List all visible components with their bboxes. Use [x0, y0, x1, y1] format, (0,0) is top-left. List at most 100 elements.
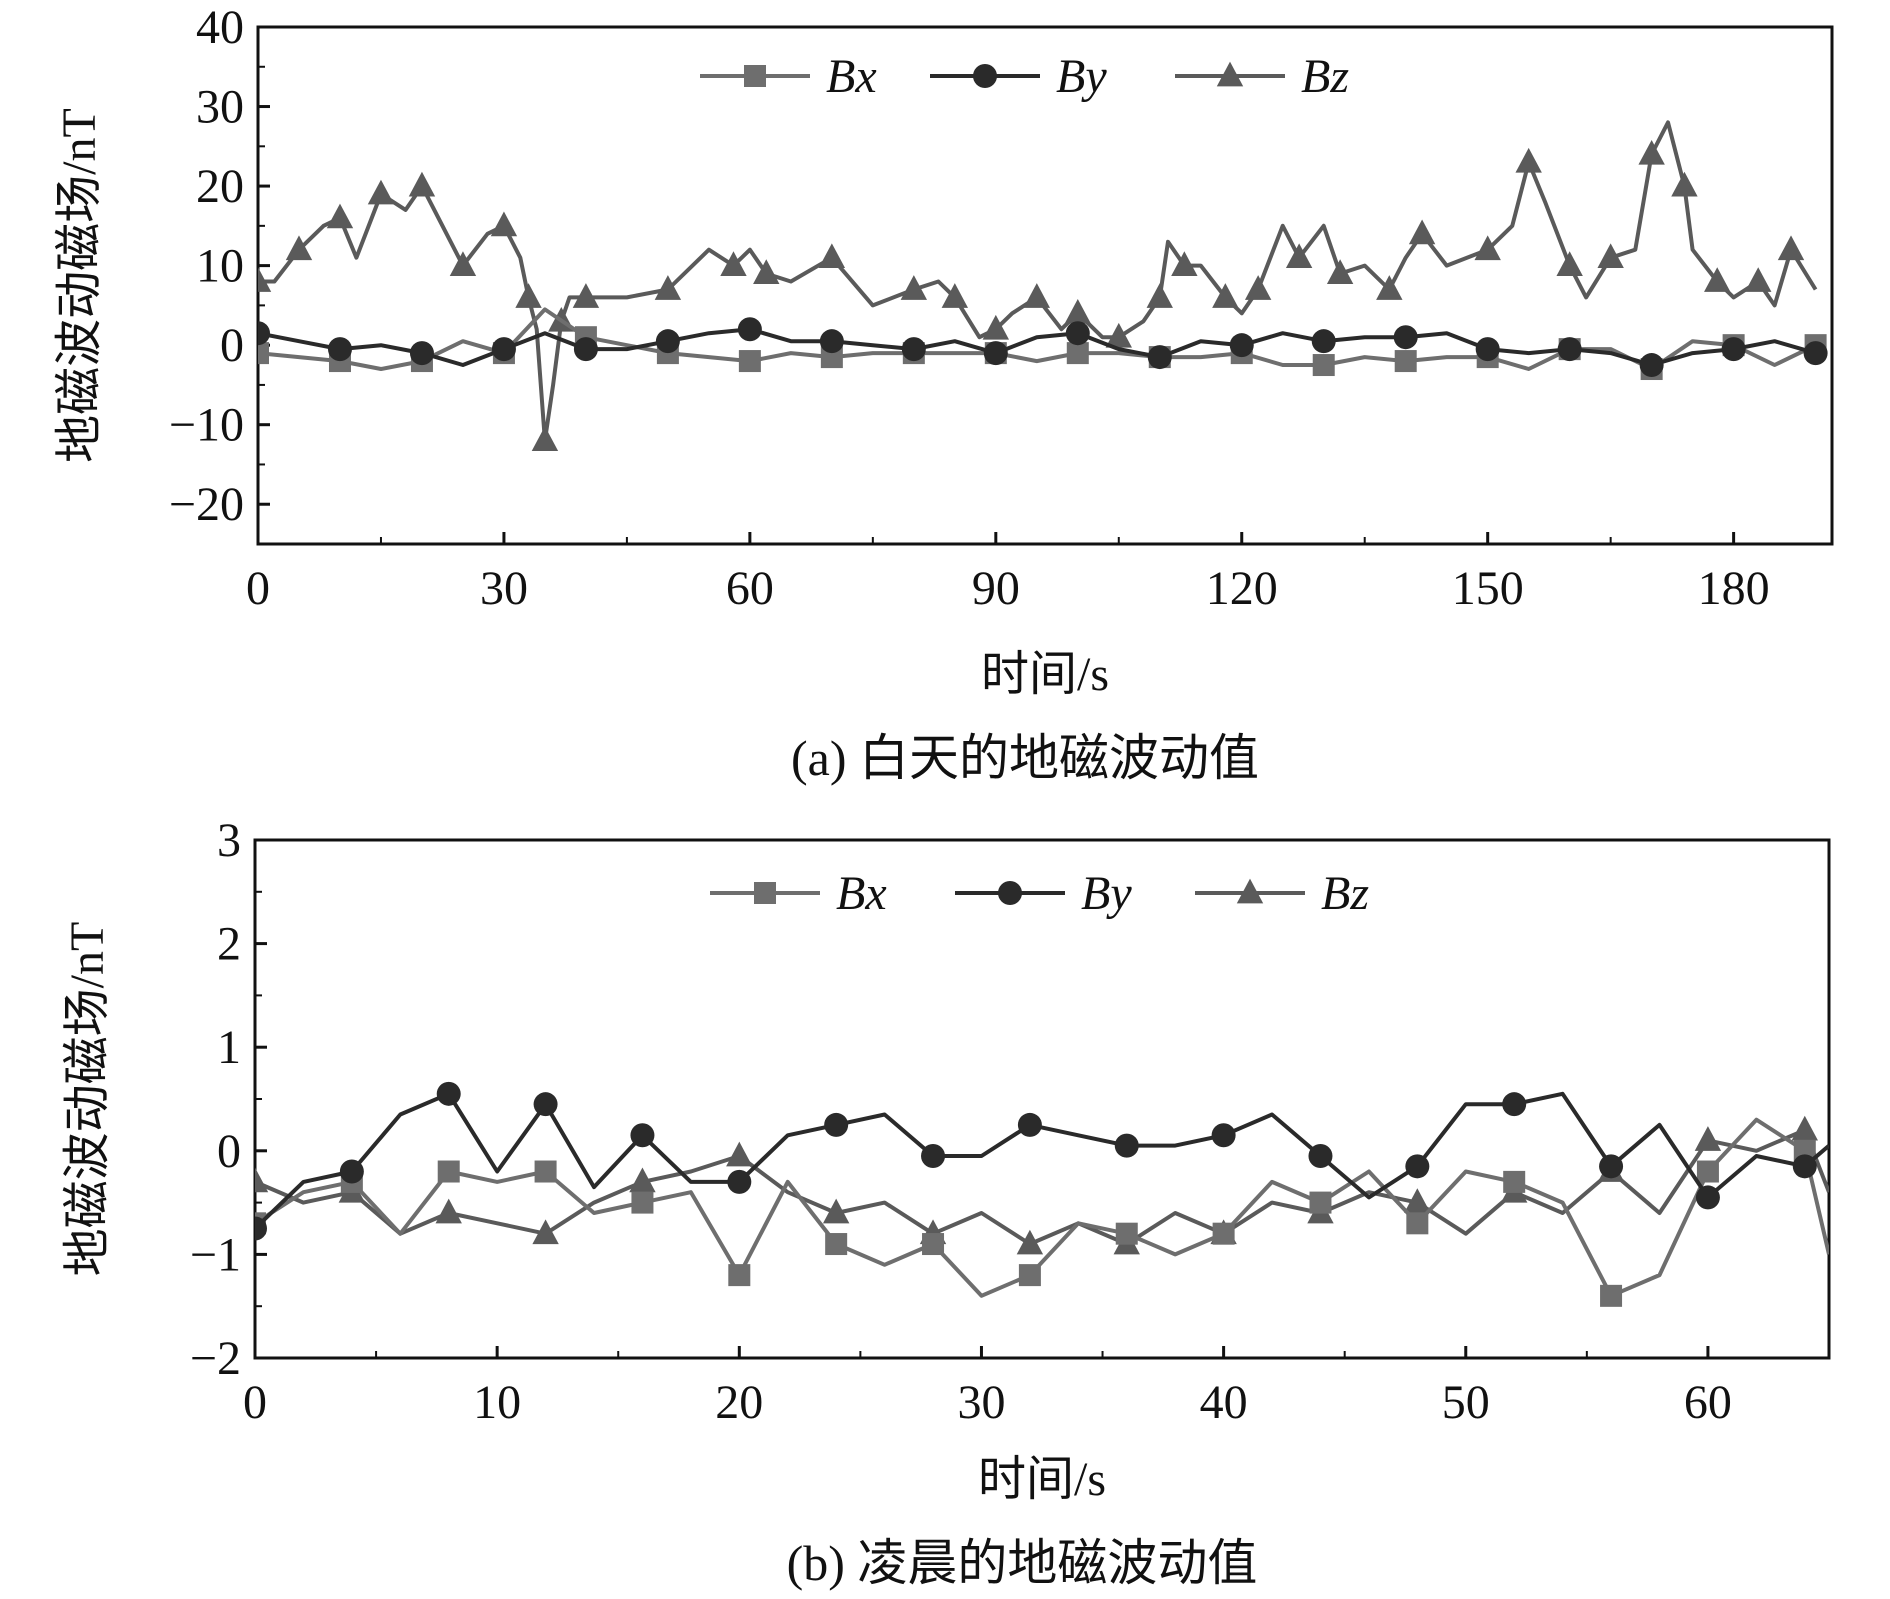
data-point-bz — [1146, 283, 1173, 308]
data-point-bz — [408, 171, 436, 197]
data-point-bz — [326, 203, 354, 229]
plot-area — [255, 1081, 1829, 1307]
data-point-bx — [1212, 1222, 1235, 1245]
data-point-by — [1017, 1112, 1042, 1137]
data-point-bx — [728, 1264, 751, 1287]
data-point-bx — [1696, 1160, 1719, 1183]
data-point-bz — [1777, 235, 1805, 261]
plot-area — [258, 120, 1828, 451]
data-point-by — [533, 1092, 558, 1117]
legend-label-bx: Bx — [836, 867, 887, 920]
data-point-bz — [1694, 1126, 1722, 1151]
y-tick-label: −1 — [190, 1228, 241, 1281]
data-point-by — [1695, 1185, 1720, 1210]
x-tick-label: 30 — [480, 562, 528, 615]
data-point-bz — [941, 283, 969, 308]
x-tick-label: 20 — [715, 1376, 763, 1429]
data-point-bz — [629, 1167, 656, 1193]
data-point-by — [1557, 337, 1582, 362]
data-point-by — [573, 337, 598, 362]
data-point-by — [824, 1112, 849, 1137]
data-point-bz — [435, 1198, 462, 1224]
data-point-bz — [1016, 1229, 1044, 1255]
data-point-bx — [258, 342, 269, 365]
y-tick-label: 3 — [217, 814, 241, 867]
data-point-bz — [1791, 1115, 1818, 1141]
data-point-bz — [258, 267, 272, 292]
x-tick-label: 120 — [1206, 562, 1278, 615]
data-point-by — [1114, 1133, 1139, 1158]
data-point-bz — [753, 259, 780, 284]
plot-frame — [253, 838, 1831, 1360]
legend-label-by: By — [1081, 867, 1132, 920]
x-tick-label: 40 — [1200, 1376, 1248, 1429]
x-tick-label: 0 — [243, 1376, 267, 1429]
data-point-by — [727, 1169, 752, 1194]
legend-marker-bx — [744, 65, 766, 87]
data-point-bz — [531, 426, 559, 451]
y-tick-label: 0 — [217, 1125, 241, 1178]
data-point-bz — [1244, 275, 1272, 300]
y-tick-label: −10 — [169, 399, 244, 452]
data-point-bz — [1515, 147, 1542, 173]
data-point-by — [1405, 1154, 1430, 1179]
data-point-bz — [490, 211, 518, 237]
data-point-bx — [1115, 1222, 1138, 1245]
data-point-bz — [1105, 322, 1132, 348]
legend-marker-by — [998, 881, 1022, 905]
data-point-bx — [1066, 342, 1089, 365]
series-line-by — [255, 1091, 1829, 1230]
data-point-bz — [726, 1141, 753, 1167]
data-point-bz — [1326, 259, 1354, 284]
data-point-bz — [1474, 235, 1501, 261]
data-point-bx — [1394, 350, 1417, 373]
data-point-bx — [1503, 1170, 1526, 1193]
legend-label-bx: Bx — [826, 50, 877, 103]
x-axis-title: 时间/s — [981, 648, 1109, 701]
data-point-bx — [738, 350, 761, 373]
data-point-by — [491, 337, 516, 362]
legend-marker-bx — [754, 882, 776, 904]
data-point-by — [436, 1081, 461, 1106]
data-point-bx — [631, 1191, 654, 1214]
x-axis-title: 时间/s — [978, 1453, 1106, 1506]
data-point-bx — [922, 1233, 945, 1256]
data-point-by — [1792, 1154, 1817, 1179]
y-tick-label: 2 — [217, 918, 241, 971]
data-point-by — [1211, 1123, 1236, 1148]
y-axis-title: 地磁波动磁场/nT — [53, 108, 106, 463]
data-point-by — [655, 329, 680, 354]
data-point-by — [983, 341, 1008, 366]
data-point-by — [630, 1123, 655, 1148]
data-point-by — [327, 337, 352, 362]
y-tick-label: −2 — [190, 1332, 241, 1385]
y-tick-label: 0 — [220, 319, 244, 372]
data-point-by — [1599, 1154, 1624, 1179]
data-point-by — [1803, 341, 1828, 366]
series-line-bx — [258, 307, 1817, 371]
data-point-bz — [1285, 243, 1313, 269]
data-point-by — [1147, 345, 1172, 370]
y-axis-title: 地磁波动磁场/nT — [61, 922, 114, 1277]
data-point-bz — [1704, 267, 1731, 292]
data-point-bx — [1312, 354, 1335, 377]
data-point-by — [1639, 353, 1664, 378]
legend-label-by: By — [1056, 50, 1107, 103]
data-point-bz — [822, 1198, 850, 1224]
data-point-by — [819, 329, 844, 354]
data-point-bx — [1309, 1191, 1332, 1214]
y-tick-label: 10 — [196, 240, 244, 293]
data-point-by — [1311, 329, 1336, 354]
data-point-bz — [1404, 1188, 1431, 1213]
data-point-bz — [654, 275, 682, 300]
data-point-by — [1721, 337, 1746, 362]
data-point-bz — [982, 314, 1010, 340]
data-point-bz — [1638, 139, 1665, 165]
data-point-by — [409, 341, 434, 366]
data-point-bz — [255, 1167, 269, 1193]
data-point-bz — [818, 243, 846, 269]
data-point-by — [339, 1159, 364, 1184]
data-point-by — [1393, 325, 1418, 350]
